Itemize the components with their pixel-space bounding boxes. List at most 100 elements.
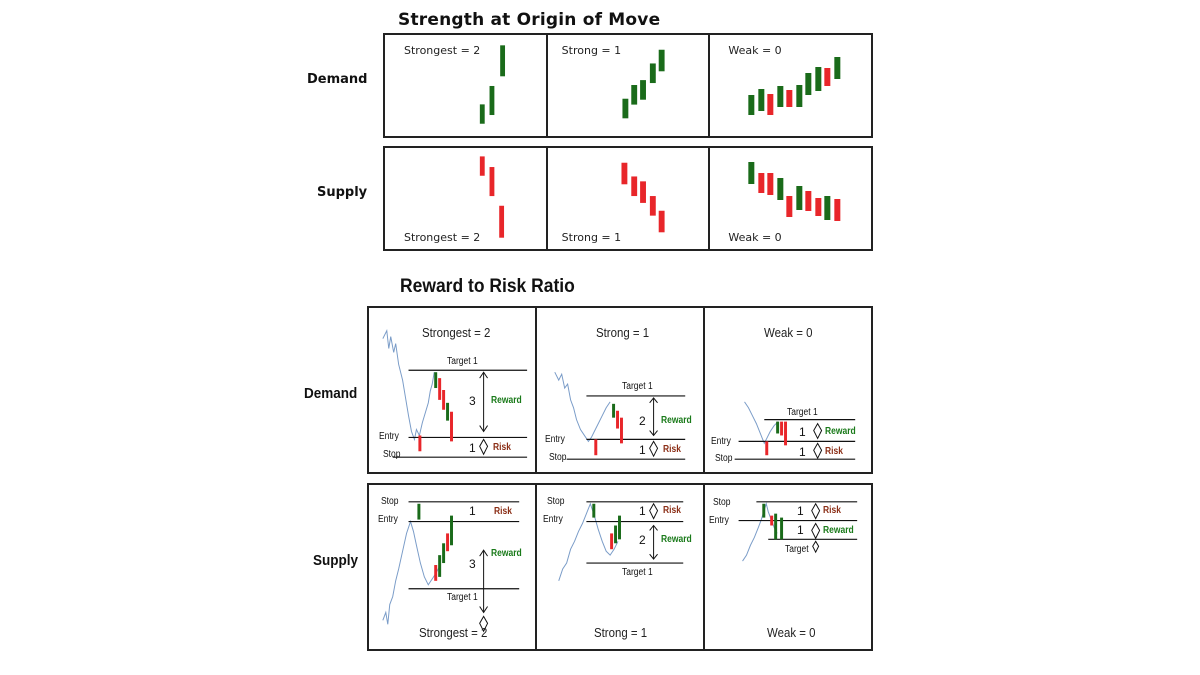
rr-demand-cell-weak: Weak = 0 Target 1 Entry Stop 1 Reward 1 … xyxy=(703,308,871,472)
cell-label: Strongest = 2 xyxy=(422,325,491,340)
rr-row-label-demand: Demand xyxy=(304,385,358,402)
rr-demand-cell-strongest: Strongest = 2 Target 1 Entry Stop 3 Rewa… xyxy=(369,308,535,472)
rr-supply-cell-strongest: Stop Entry 1 Risk 3 Reward Target 1 Stro… xyxy=(369,485,535,649)
cell-label: Weak = 0 xyxy=(767,625,816,640)
rr-demand-weak-chart xyxy=(734,401,856,460)
rr-supply-strong-chart xyxy=(558,501,684,581)
price-line xyxy=(554,371,611,443)
stop-label: Stop xyxy=(713,497,731,508)
stop-label: Stop xyxy=(547,496,565,507)
rr-demand-panel: Strongest = 2 Target 1 Entry Stop 3 Rewa… xyxy=(367,306,873,474)
stop-label: Stop xyxy=(715,453,733,464)
reward-label: Reward xyxy=(491,548,522,559)
candles-strong-supply xyxy=(621,162,665,233)
strength-demand-cell-strongest: Strongest = 2 xyxy=(385,35,546,136)
candle xyxy=(500,45,506,77)
price-line xyxy=(382,519,441,625)
price-line xyxy=(744,401,779,445)
strength-supply-cell-strong: Strong = 1 xyxy=(545,148,709,249)
reward-number: 2 xyxy=(639,533,646,547)
rr-supply-cell-weak: Stop Entry 1 Risk 1 Reward Target Weak =… xyxy=(703,485,871,649)
reward-label: Reward xyxy=(661,534,692,545)
rr-demand-strong-chart xyxy=(554,371,686,460)
price-line xyxy=(742,501,778,562)
risk-label: Risk xyxy=(493,442,511,453)
candles-strongest-demand xyxy=(479,45,506,124)
rr-title: Reward to Risk Ratio xyxy=(400,276,575,297)
target-diamond xyxy=(479,615,489,633)
entry-label: Entry xyxy=(543,514,563,525)
reward-number: 2 xyxy=(639,414,646,428)
risk-number: 1 xyxy=(469,504,476,518)
risk-arrow xyxy=(649,440,659,458)
risk-number: 1 xyxy=(799,445,806,459)
strength-row-label-demand: Demand xyxy=(307,72,368,87)
rr-demand-cell-strong: Strong = 1 Target 1 Entry Stop 2 Reward … xyxy=(535,308,703,472)
rr-supply-weak-chart xyxy=(738,501,858,562)
target-label: Target 1 xyxy=(447,356,478,367)
cell-label: Strongest = 2 xyxy=(419,625,488,640)
strength-demand-cell-weak: Weak = 0 xyxy=(708,35,871,136)
strength-demand-panel: Strongest = 2 Strong = 1 Weak = 0 xyxy=(383,33,873,138)
rr-supply-strongest-chart xyxy=(382,501,520,633)
reward-number: 1 xyxy=(797,523,804,537)
reward-arrow xyxy=(813,422,823,440)
risk-arrow xyxy=(649,502,659,520)
risk-label: Risk xyxy=(663,444,681,455)
risk-number: 1 xyxy=(797,504,804,518)
candles-strong-demand xyxy=(622,49,665,119)
strength-row-label-supply: Supply xyxy=(317,185,368,200)
reward-label: Reward xyxy=(825,426,856,437)
candles-weak-demand xyxy=(748,57,841,115)
candle xyxy=(489,85,495,116)
reward-number: 3 xyxy=(469,557,476,571)
entry-label: Entry xyxy=(378,514,398,525)
price-line xyxy=(558,502,619,581)
candle xyxy=(479,104,485,124)
risk-number: 1 xyxy=(639,443,646,457)
cell-label: Weak = 0 xyxy=(728,44,782,57)
strength-supply-panel: Strongest = 2 Strong = 1 Weak = 0 xyxy=(383,146,873,251)
reward-label: Reward xyxy=(823,525,854,536)
strength-supply-cell-strongest: Strongest = 2 xyxy=(385,148,546,249)
risk-label: Risk xyxy=(663,505,681,516)
cell-label: Weak = 0 xyxy=(728,231,782,244)
reward-number: 3 xyxy=(469,394,476,408)
rr-demand-strongest-chart xyxy=(382,328,528,458)
candles-strongest-supply xyxy=(479,156,505,238)
strength-title: Strength at Origin of Move xyxy=(398,10,661,30)
stop-label: Stop xyxy=(381,496,399,507)
cell-label: Strong = 1 xyxy=(561,231,622,244)
reward-arrow xyxy=(811,522,821,540)
reward-label: Reward xyxy=(661,415,692,426)
cell-label: Strongest = 2 xyxy=(404,44,481,57)
risk-number: 1 xyxy=(639,504,646,518)
cell-label: Strongest = 2 xyxy=(404,231,481,244)
risk-number: 1 xyxy=(469,441,476,455)
strength-supply-cell-weak: Weak = 0 xyxy=(708,148,871,249)
stop-label: Stop xyxy=(549,452,567,463)
cell-label: Strong = 1 xyxy=(561,44,622,57)
entry-label: Entry xyxy=(711,436,731,447)
risk-label: Risk xyxy=(494,506,512,517)
target-label: Target 1 xyxy=(622,381,653,392)
reward-label: Reward xyxy=(491,395,522,406)
stop-label: Stop xyxy=(383,449,401,460)
risk-arrow xyxy=(811,502,821,520)
cell-label: Strong = 1 xyxy=(594,625,648,640)
risk-label: Risk xyxy=(823,505,841,516)
strength-demand-cell-strong: Strong = 1 xyxy=(545,35,709,136)
target-diamond xyxy=(812,540,820,554)
target-label: Target 1 xyxy=(447,592,478,603)
target-label: Target 1 xyxy=(787,407,818,418)
rr-row-label-supply: Supply xyxy=(313,552,359,569)
target-label: Target xyxy=(785,544,809,555)
entry-label: Entry xyxy=(379,431,399,442)
risk-arrow xyxy=(813,442,823,460)
price-line xyxy=(382,328,435,442)
risk-arrow xyxy=(479,438,489,456)
target-label: Target 1 xyxy=(622,567,653,578)
entry-label: Entry xyxy=(545,434,565,445)
rr-supply-cell-strong: Stop Entry 1 Risk 2 Reward Target 1 Stro… xyxy=(535,485,703,649)
candles-weak-supply xyxy=(748,162,841,221)
